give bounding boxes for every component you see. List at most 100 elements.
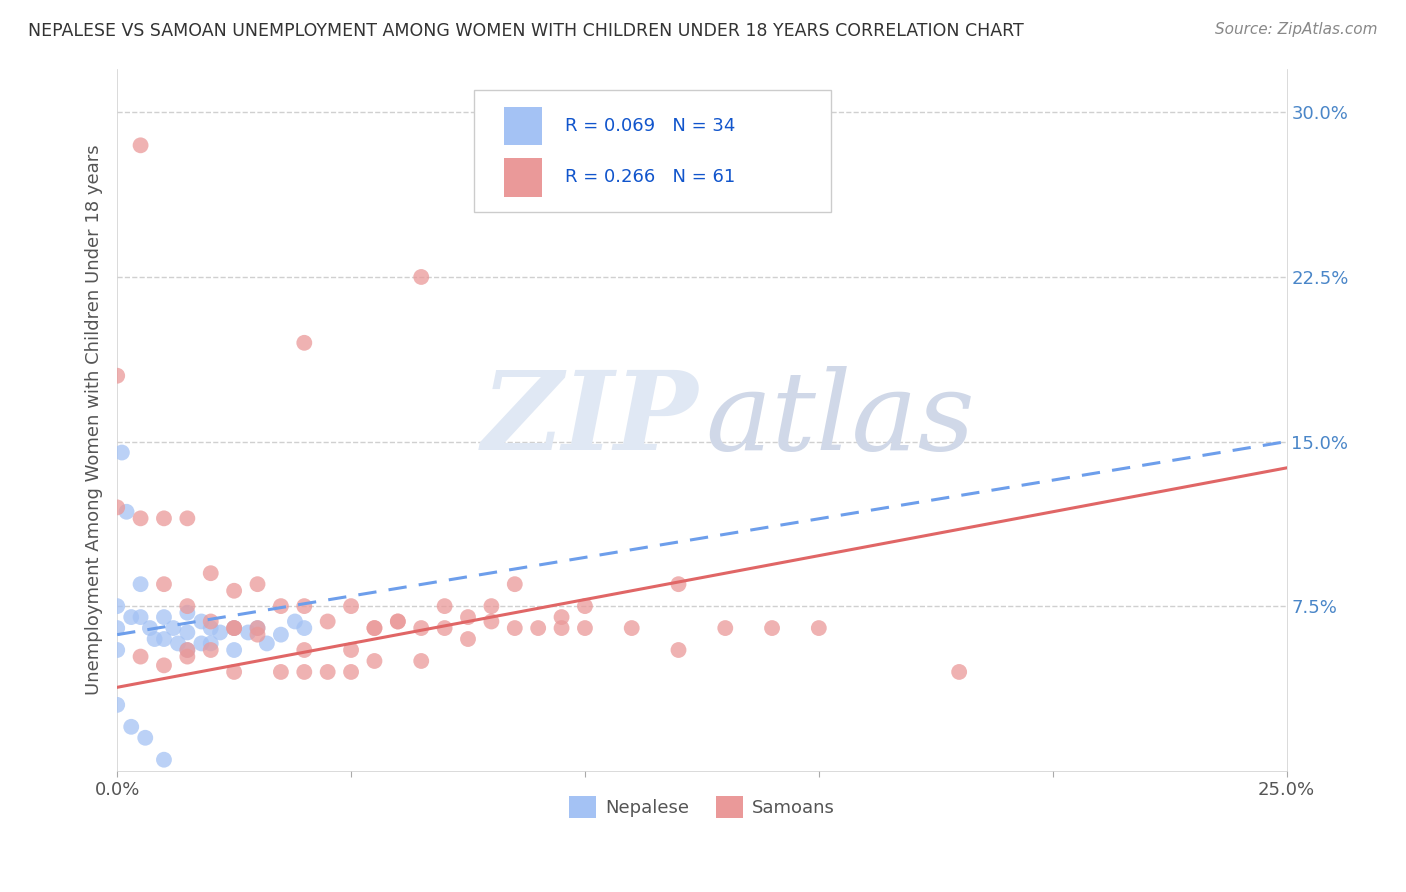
Point — [153, 577, 176, 591]
FancyBboxPatch shape — [505, 158, 541, 196]
Point — [224, 621, 246, 635]
Point — [129, 138, 152, 153]
Point — [176, 643, 198, 657]
Point — [479, 599, 502, 614]
Point — [129, 577, 152, 591]
Point — [167, 636, 190, 650]
Point — [363, 621, 385, 635]
Point — [292, 599, 315, 614]
Point — [479, 615, 502, 629]
Point — [527, 621, 550, 635]
Text: R = 0.266   N = 61: R = 0.266 N = 61 — [565, 169, 735, 186]
Point — [200, 615, 222, 629]
Point — [761, 621, 783, 635]
Point — [105, 599, 128, 614]
Point — [292, 621, 315, 635]
Legend: Nepalese, Samoans: Nepalese, Samoans — [561, 789, 842, 825]
Point — [224, 583, 246, 598]
Point — [246, 621, 269, 635]
FancyBboxPatch shape — [505, 107, 541, 145]
Point — [190, 615, 212, 629]
Point — [668, 643, 690, 657]
Point — [620, 621, 643, 635]
Point — [105, 698, 128, 712]
Point — [316, 665, 339, 679]
Point — [433, 599, 456, 614]
Point — [574, 621, 596, 635]
Point — [292, 665, 315, 679]
Point — [238, 625, 260, 640]
Point — [292, 643, 315, 657]
Point — [153, 511, 176, 525]
Point — [433, 621, 456, 635]
Point — [190, 636, 212, 650]
Point — [176, 643, 198, 657]
Point — [340, 599, 363, 614]
Point — [457, 632, 479, 646]
Point — [200, 643, 222, 657]
Point — [176, 625, 198, 640]
Point — [363, 654, 385, 668]
Point — [807, 621, 830, 635]
Point — [550, 621, 572, 635]
Point — [200, 621, 222, 635]
Point — [105, 500, 128, 515]
Point — [340, 665, 363, 679]
Point — [200, 636, 222, 650]
Point — [129, 511, 152, 525]
Point — [139, 621, 162, 635]
Point — [162, 621, 184, 635]
Text: ZIP: ZIP — [482, 366, 699, 474]
Point — [224, 665, 246, 679]
Point — [668, 577, 690, 591]
Point — [200, 566, 222, 581]
Point — [948, 665, 970, 679]
Point — [292, 335, 315, 350]
Point — [284, 615, 307, 629]
Point — [120, 610, 142, 624]
Point — [574, 599, 596, 614]
Point — [387, 615, 409, 629]
Point — [176, 649, 198, 664]
Y-axis label: Unemployment Among Women with Children Under 18 years: Unemployment Among Women with Children U… — [86, 145, 103, 695]
Point — [363, 621, 385, 635]
Point — [176, 599, 198, 614]
Point — [111, 445, 134, 459]
Point — [316, 615, 339, 629]
Point — [246, 621, 269, 635]
Point — [256, 636, 278, 650]
Point — [503, 577, 526, 591]
Point — [246, 577, 269, 591]
Point — [129, 649, 152, 664]
Point — [714, 621, 737, 635]
Point — [411, 621, 433, 635]
Point — [129, 610, 152, 624]
Point — [411, 654, 433, 668]
FancyBboxPatch shape — [474, 89, 831, 212]
Text: atlas: atlas — [706, 366, 974, 474]
Point — [387, 615, 409, 629]
Text: R = 0.069   N = 34: R = 0.069 N = 34 — [565, 117, 735, 135]
Point — [503, 621, 526, 635]
Point — [270, 599, 292, 614]
Text: Source: ZipAtlas.com: Source: ZipAtlas.com — [1215, 22, 1378, 37]
Point — [457, 610, 479, 624]
Point — [224, 621, 246, 635]
Point — [153, 632, 176, 646]
Point — [270, 627, 292, 641]
Point — [134, 731, 156, 745]
Point — [153, 658, 176, 673]
Point — [246, 627, 269, 641]
Text: NEPALESE VS SAMOAN UNEMPLOYMENT AMONG WOMEN WITH CHILDREN UNDER 18 YEARS CORRELA: NEPALESE VS SAMOAN UNEMPLOYMENT AMONG WO… — [28, 22, 1024, 40]
Point — [115, 505, 138, 519]
Point — [153, 610, 176, 624]
Point — [224, 643, 246, 657]
Point — [550, 610, 572, 624]
Point — [176, 511, 198, 525]
Point — [153, 753, 176, 767]
Point — [270, 665, 292, 679]
Point — [120, 720, 142, 734]
Point — [105, 643, 128, 657]
Point — [105, 621, 128, 635]
Point — [209, 625, 232, 640]
